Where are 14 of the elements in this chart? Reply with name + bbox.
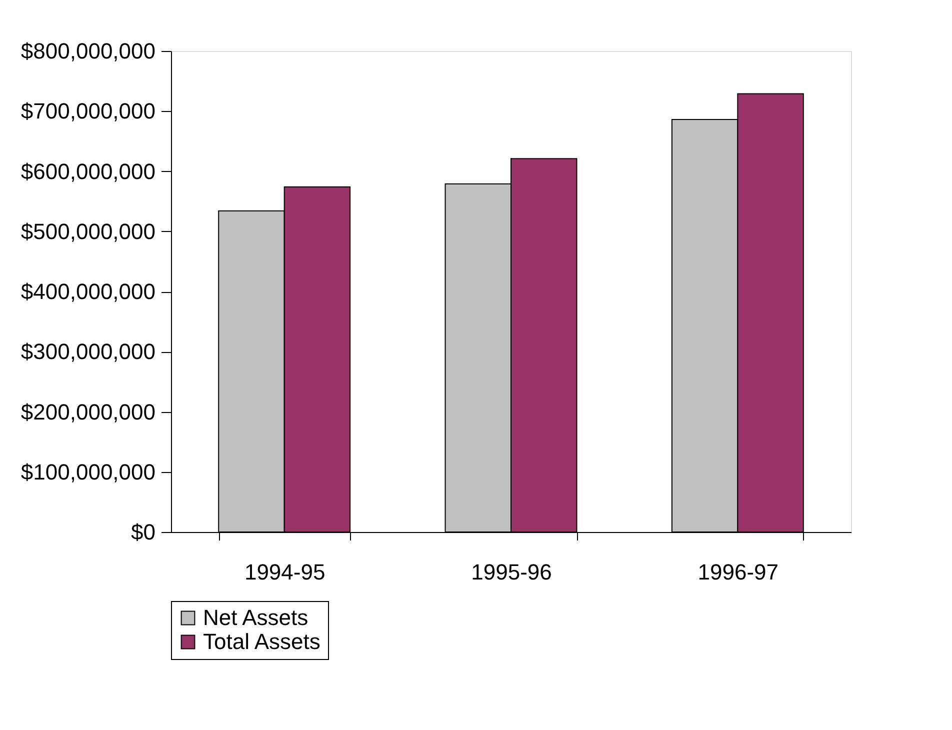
y-tick-label: $800,000,000 <box>20 38 156 64</box>
x-tick-label: 1994-95 <box>244 560 326 584</box>
y-tick-label: $400,000,000 <box>20 279 156 304</box>
y-tick-label: $700,000,000 <box>20 98 156 124</box>
y-tick-label: $0 <box>131 520 156 544</box>
y-tick-label: $500,000,000 <box>20 218 156 244</box>
y-tick-label: $100,000,000 <box>20 459 156 484</box>
x-tick-label: 1995-96 <box>471 560 552 584</box>
y-tick-label: $300,000,000 <box>20 339 156 364</box>
y-tick-label: $600,000,000 <box>20 158 156 184</box>
x-tick-label: 1996-97 <box>698 560 779 584</box>
y-tick-label: $200,000,000 <box>20 399 156 424</box>
legend-label: Total Assets <box>203 629 320 654</box>
legend-label: Net Assets <box>203 605 308 630</box>
